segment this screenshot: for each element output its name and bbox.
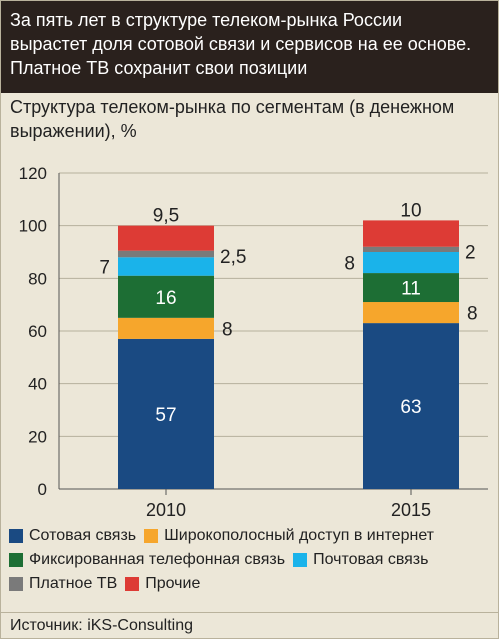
bar-segment-postal <box>118 257 214 276</box>
data-label-postal: 7 <box>99 257 110 278</box>
data-label-other: 10 <box>400 200 421 221</box>
data-label-mobile: 57 <box>155 405 176 426</box>
legend-item-paytv: Платное ТВ <box>9 575 117 593</box>
y-tick-label: 100 <box>19 217 47 236</box>
y-tick-label: 60 <box>28 322 47 341</box>
bar-segment-other <box>118 225 214 251</box>
y-tick-label: 20 <box>28 427 47 446</box>
legend-row: Платное ТВ Прочие <box>9 572 494 596</box>
data-label-paytv: 2 <box>465 242 476 263</box>
y-tick-label: 40 <box>28 375 47 394</box>
legend-swatch-paytv <box>9 577 23 591</box>
bar-segment-mobile <box>363 323 459 489</box>
legend-swatch-postal <box>293 553 308 567</box>
bar-segment-fixed <box>118 275 214 318</box>
legend-label-paytv: Платное ТВ <box>29 575 118 592</box>
subtitle-line: Структура телеком-рынка по сегментам (в … <box>10 97 455 117</box>
bar-segment-broadband <box>118 317 214 339</box>
data-label-broadband: 8 <box>222 319 233 340</box>
legend-item-other: Прочие <box>125 575 200 593</box>
y-tick-label: 0 <box>38 480 47 499</box>
chart-header: За пять лет в структуре телеком-рынка Ро… <box>1 1 498 93</box>
legend-swatch-other <box>125 577 140 591</box>
bar-segment-fixed <box>363 273 459 303</box>
data-label-fixed: 16 <box>155 288 176 309</box>
legend-label-mobile: Сотовая связь <box>29 527 137 544</box>
legend-item-mobile: Сотовая связь <box>9 527 136 545</box>
source-note: Источник: iKS-Consulting <box>1 612 498 638</box>
legend-item-broadband: Широкополосный доступ в интернет <box>144 527 434 545</box>
bar-segment-mobile <box>118 338 214 489</box>
legend-label-postal: Почтовая связь <box>313 551 429 568</box>
x-tick-label: 2015 <box>391 500 431 520</box>
bar-segment-paytv <box>363 246 459 252</box>
bar-segment-paytv <box>118 250 214 258</box>
data-label-postal: 8 <box>344 254 355 275</box>
data-label-mobile: 63 <box>400 397 421 418</box>
chart-subtitle: Структура телеком-рынка по сегментам (в … <box>10 95 495 143</box>
legend-swatch-broadband <box>144 529 159 543</box>
legend-swatch-mobile <box>9 529 23 543</box>
x-tick-label: 2010 <box>146 500 186 520</box>
data-label-other: 9,5 <box>153 206 179 227</box>
stacked-bar-chart: 0 20 40 60 80 100 120 57 8 16 7 2,5 9,5 2010 63 8 11 8 2 10… <box>19 164 488 520</box>
y-tick-label: 120 <box>19 164 47 183</box>
data-label-broadband: 8 <box>467 304 478 325</box>
subtitle-line: выражении), % <box>10 121 137 141</box>
legend-item-postal: Почтовая связь <box>293 551 428 569</box>
data-label-paytv: 2,5 <box>220 247 246 268</box>
header-title-line: Платное ТВ сохранит свои позиции <box>10 58 308 78</box>
legend-label-fixed: Фиксированная телефонная связь <box>29 551 286 568</box>
y-tick-label: 80 <box>28 269 47 288</box>
legend-row: Фиксированная телефонная связь Почтовая … <box>9 548 494 572</box>
header-title-line: вырастет доля сотовой связи и сервисов н… <box>10 34 472 54</box>
data-label-fixed: 11 <box>401 279 421 300</box>
legend-item-fixed: Фиксированная телефонная связь <box>9 551 285 569</box>
bar-segment-broadband <box>363 302 459 324</box>
legend-label-other: Прочие <box>145 575 201 592</box>
legend-row: Сотовая связь Широкополосный доступ в ин… <box>9 524 494 548</box>
legend-label-broadband: Широкополосный доступ в интернет <box>164 527 435 544</box>
header-title-line: За пять лет в структуре телеком-рынка Ро… <box>10 10 403 30</box>
legend-swatch-fixed <box>9 553 23 567</box>
bar-segment-postal <box>363 252 459 274</box>
bar-segment-other <box>363 220 459 247</box>
chart-legend: Сотовая связь Широкополосный доступ в ин… <box>9 524 494 596</box>
